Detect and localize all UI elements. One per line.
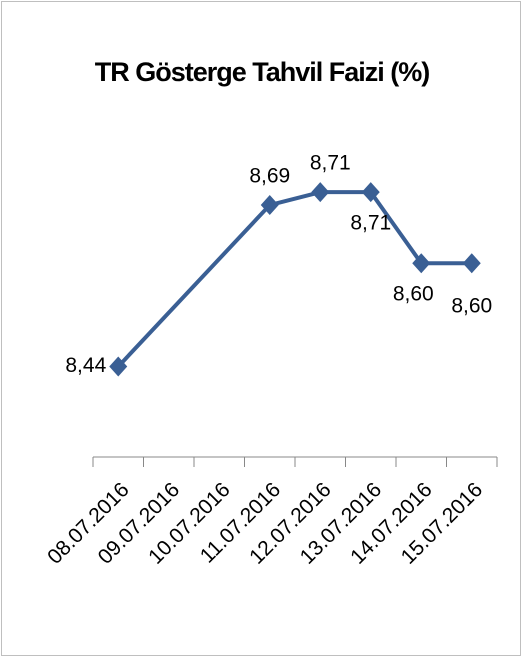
data-label: 8,69 — [249, 165, 290, 188]
marker — [311, 182, 330, 203]
data-label: 8,44 — [65, 354, 106, 377]
data-label: 8,60 — [451, 295, 492, 318]
marker — [412, 253, 431, 274]
data-label: 8,60 — [393, 283, 434, 306]
marker — [462, 253, 481, 274]
data-label: 8,71 — [350, 212, 391, 235]
chart-title: TR Gösterge Tahvil Faizi (%) — [95, 57, 430, 87]
marker — [260, 195, 279, 216]
marker — [109, 356, 128, 377]
marker — [361, 182, 380, 203]
data-label: 8,71 — [310, 152, 351, 175]
